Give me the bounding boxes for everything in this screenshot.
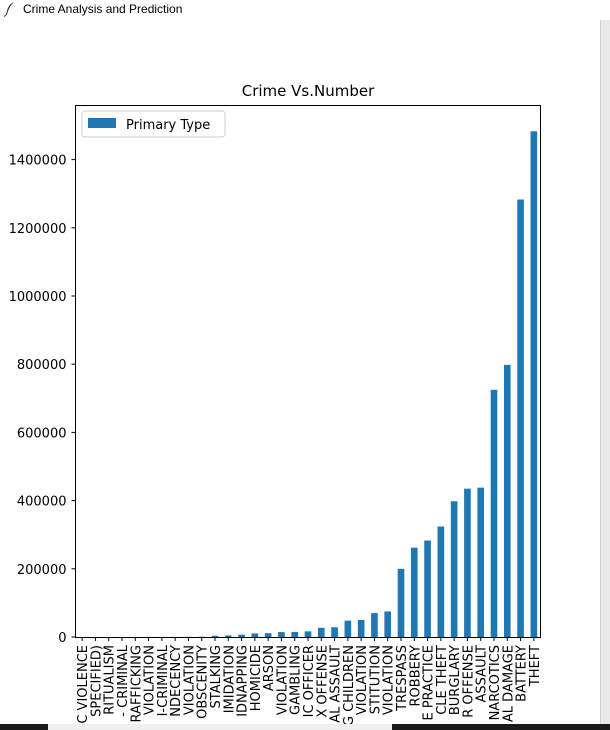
bars-group	[105, 131, 538, 638]
window-edge	[600, 20, 610, 730]
y-tick-label: 0	[58, 631, 66, 646]
x-tick-label: RAFFICKING	[129, 645, 144, 722]
legend-label: Primary Type	[126, 118, 210, 133]
x-tick-label: BATTERY	[515, 645, 530, 702]
x-tick-label: STITUTION	[368, 645, 383, 714]
bar-11	[211, 635, 219, 637]
x-tick-label: THEFT	[528, 645, 543, 687]
bar-26	[410, 547, 418, 637]
bar-27	[424, 540, 431, 637]
y-axis: 0 200000 400000 600000 800000 1000000 1200000 1…	[9, 154, 76, 646]
bar-19	[317, 627, 325, 637]
legend-swatch	[88, 118, 116, 128]
bar-25	[397, 568, 405, 637]
x-tick-label: C VIOLENCE	[76, 645, 91, 724]
bar-21	[344, 620, 352, 637]
legend-box	[81, 110, 226, 138]
bar-chart: Crime Vs.Number 0 200000 400000 600000 80000…	[9, 82, 543, 726]
bar-24	[384, 611, 392, 637]
y-tick-label: 200000	[17, 563, 67, 578]
bar-23	[371, 613, 378, 637]
y-tick-label: 600000	[17, 426, 67, 441]
x-tick-label: E PRACTICE	[422, 645, 437, 721]
x-tick-label: NDECENCY	[169, 645, 184, 717]
x-tick-label: NARCOTICS	[488, 645, 503, 720]
x-tick-label: VIOLATION	[355, 645, 370, 715]
chart-title: Crime Vs.Number	[242, 82, 375, 100]
bar-16	[278, 632, 285, 637]
x-tick-label: STALKING	[209, 645, 224, 708]
y-tick-label: 1200000	[9, 222, 67, 237]
bar-28	[437, 526, 445, 637]
bar-18	[304, 631, 312, 637]
x-tick-label: RITUALISM	[103, 645, 118, 715]
bar-32	[490, 389, 498, 637]
bar-12	[224, 635, 232, 637]
x-tick-label: ASSAULT	[475, 645, 490, 702]
x-tick-label: VIOLATION	[182, 645, 197, 715]
x-tick-label: BURGLARY	[448, 645, 463, 715]
x-tick-label: IC OFFICER	[302, 645, 317, 717]
x-tick-label: R OFFENSE	[461, 645, 476, 718]
y-tick-label: 800000	[17, 358, 67, 373]
x-tick-label: VIOLATION	[275, 645, 290, 715]
feather-icon	[3, 2, 14, 17]
y-tick-label: 1400000	[9, 154, 67, 169]
x-tick-label: GAMBLING	[289, 645, 304, 715]
bar-15	[264, 633, 272, 637]
x-tick-label: AL DAMAGE	[501, 645, 516, 722]
x-tick-label: VIOLATION	[143, 645, 158, 715]
x-tick-label: AL ASSAULT	[329, 645, 344, 723]
bar-31	[477, 487, 485, 637]
x-tick-label: OBSCENITY	[196, 645, 211, 719]
x-tick-label: TRESPASS	[395, 645, 410, 712]
x-tick-label: IMIDATION	[222, 645, 237, 713]
bar-30	[464, 488, 471, 637]
x-tick-label: G CHILDREN	[342, 645, 357, 726]
window-title: Crime Analysis and Prediction	[23, 2, 183, 16]
taskbar-item	[48, 724, 392, 730]
x-tick-label: ROBBERY	[408, 645, 423, 707]
x-tick-label: SPECIFIED)	[89, 645, 104, 717]
bar-34	[517, 199, 524, 637]
y-tick-label: 1000000	[9, 290, 67, 305]
x-tick-label: CLE THEFT	[435, 645, 450, 715]
bar-33	[503, 364, 511, 637]
y-tick-label: 400000	[17, 495, 67, 510]
x-tick-label: IDNAPPING	[236, 645, 251, 717]
bar-13	[238, 634, 245, 637]
x-tick-label: HOMICIDE	[249, 645, 264, 711]
bar-29	[450, 501, 458, 637]
bar-20	[331, 627, 338, 637]
window-titlebar: Crime Analysis and Prediction	[0, 0, 600, 20]
bar-17	[291, 631, 299, 637]
x-tick-label: VIOLATION	[382, 645, 397, 715]
x-tick-label: - CRIMINAL	[116, 644, 131, 716]
x-tick-label: I-CRIMINAL	[156, 644, 171, 716]
bar-22	[357, 619, 365, 637]
legend: Primary Type	[81, 110, 226, 138]
bar-14	[251, 633, 259, 637]
bar-35	[530, 131, 538, 638]
x-tick-label: X OFFENSE	[315, 645, 330, 718]
x-tick-label: ARSON	[262, 645, 277, 691]
